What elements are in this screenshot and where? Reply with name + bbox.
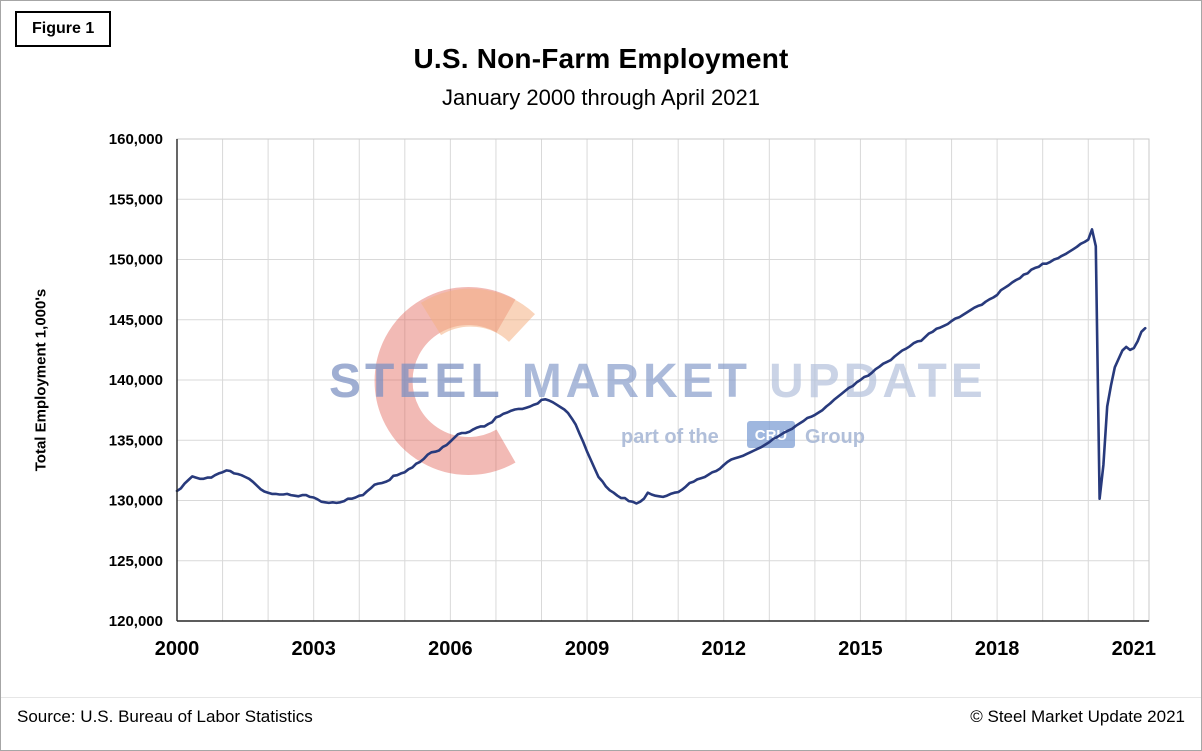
cru-badge-label: CRU [755, 427, 788, 444]
figure-label: Figure 1 [15, 11, 112, 47]
watermark-word-update: UPDATE [769, 355, 987, 408]
x-axis-tick-label: 2015 [838, 638, 883, 660]
steel-market-update-watermark: STEEL MARKET UPDATE part of the CRU Group [329, 287, 987, 475]
cru-crescent-highlight-icon [420, 288, 535, 343]
y-axis-tick-label: 145,000 [109, 312, 163, 329]
y-axis-tick-label: 160,000 [109, 131, 163, 148]
watermark-word-steel: STEEL [329, 355, 504, 408]
y-axis-tick-label: 150,000 [109, 252, 163, 269]
y-axis-tick-label: 125,000 [109, 553, 163, 570]
x-axis-tick-label: 2012 [702, 638, 747, 660]
x-axis-tick-label: 2018 [975, 638, 1020, 660]
x-axis-tick-label: 2006 [428, 638, 473, 660]
x-axis-tick-label: 2009 [565, 638, 610, 660]
watermark-sub-suffix: Group [805, 426, 865, 448]
footer-divider [1, 697, 1201, 698]
x-axis-tick-label: 2000 [155, 638, 200, 660]
y-axis-tick-label: 140,000 [109, 372, 163, 389]
x-axis-tick-label: 2003 [291, 638, 336, 660]
x-axis-tick-label: 2021 [1112, 638, 1157, 660]
source-note: Source: U.S. Bureau of Labor Statistics [17, 707, 313, 726]
chart-subtitle: January 2000 through April 2021 [441, 85, 760, 110]
cru-badge [747, 421, 795, 448]
chart-title: U.S. Non-Farm Employment [413, 43, 789, 74]
tick-layer: 120,000 125,000 130,000 135,000 140,000 145,0… [109, 131, 1156, 660]
copyright-note: © Steel Market Update 2021 [970, 707, 1185, 726]
watermark-word-market: MARKET [522, 355, 751, 408]
watermark-text: STEEL MARKET UPDATE [329, 355, 987, 408]
y-axis-tick-label: 130,000 [109, 493, 163, 510]
y-axis-tick-label: 120,000 [109, 613, 163, 630]
employment-line [175, 228, 1147, 505]
y-axis-tick-label: 135,000 [109, 432, 163, 449]
line-layer [175, 228, 1147, 505]
watermark-sub-prefix: part of the [621, 426, 719, 448]
y-axis-tick-label: 155,000 [109, 191, 163, 208]
